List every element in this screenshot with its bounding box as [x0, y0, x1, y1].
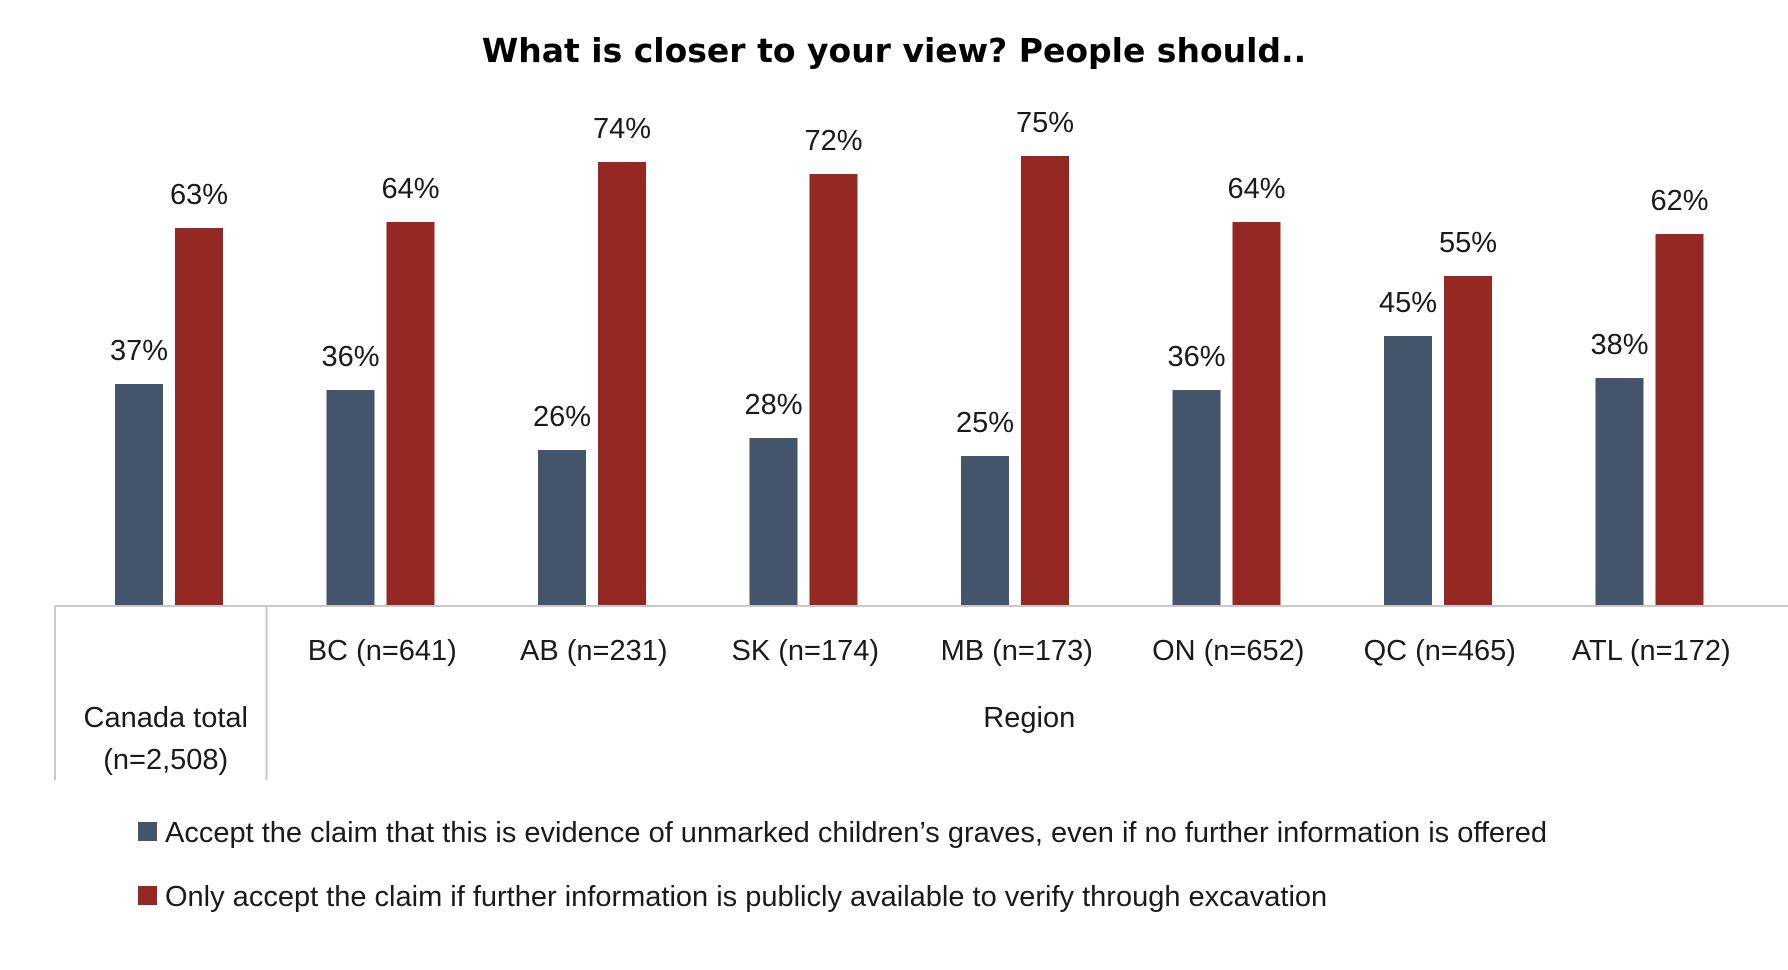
bar-verify-3: [809, 174, 858, 606]
bar-accept-3: [749, 438, 798, 606]
data-label-verify-7: 62%: [1650, 185, 1708, 217]
legend-label-verify: Only accept the claim if further informa…: [165, 881, 1327, 913]
category-label-3: SK (n=174): [731, 635, 879, 667]
data-labels-layer: 37% 63% 36% 64% 26% 74% 28% 72% 25% 75% 36% 64% 45%5…: [110, 107, 1709, 439]
bar-accept-5: [1172, 390, 1221, 606]
legend-swatch-accept: [138, 822, 157, 841]
legend: Accept the claim that this is evidence o…: [138, 817, 1547, 913]
bar-accept-0: [115, 384, 163, 606]
bar-verify-7: [1655, 234, 1704, 606]
data-label-accept-6: 45%: [1379, 287, 1437, 319]
category-label-2: AB (n=231): [520, 635, 668, 667]
bar-accept-2: [538, 450, 586, 606]
bar-verify-1: [386, 222, 435, 606]
bar-verify-6: [1444, 276, 1492, 606]
legend-swatch-verify: [138, 886, 157, 905]
bar-accept-4: [961, 456, 1009, 606]
bar-verify-2: [598, 162, 646, 606]
category-label-7: ATL (n=172): [1572, 635, 1731, 667]
data-label-verify-4: 75%: [1016, 107, 1074, 139]
bar-verify-5: [1232, 222, 1281, 606]
data-label-accept-4: 25%: [956, 407, 1014, 439]
data-label-accept-2: 26%: [533, 401, 591, 433]
category-label-4: MB (n=173): [941, 635, 1093, 667]
group-label-region: Region: [983, 702, 1075, 734]
category-label-6: QC (n=465): [1364, 635, 1516, 667]
bar-accept-1: [326, 390, 375, 606]
data-label-verify-5: 64%: [1227, 173, 1285, 205]
bar-verify-4: [1021, 156, 1069, 606]
data-label-accept-3: 28%: [744, 389, 802, 421]
bar-accept-6: [1384, 336, 1432, 606]
category-label-5: ON (n=652): [1152, 635, 1304, 667]
data-label-verify-2: 74%: [593, 113, 651, 145]
data-label-verify-1: 64%: [381, 173, 439, 205]
data-label-verify-3: 72%: [804, 125, 862, 157]
bars-layer: [115, 156, 1704, 606]
group-label-canada-line2: (n=2,508): [103, 744, 228, 776]
data-label-accept-0: 37%: [110, 335, 168, 367]
data-label-accept-7: 38%: [1590, 329, 1648, 361]
category-axis: BC (n=641) AB (n=231) SK (n=174) MB (n=173)…: [54, 605, 1788, 780]
data-label-verify-0: 63%: [170, 179, 228, 211]
chart-title: What is closer to your view? People shou…: [482, 31, 1306, 70]
category-label-1: BC (n=641): [308, 635, 457, 667]
bar-accept-7: [1595, 378, 1644, 606]
data-label-verify-6: 55%: [1439, 227, 1497, 259]
bar-verify-0: [175, 228, 223, 606]
data-label-accept-1: 36%: [321, 341, 379, 373]
data-label-accept-5: 36%: [1167, 341, 1225, 373]
legend-label-accept: Accept the claim that this is evidence o…: [165, 817, 1547, 849]
group-label-canada-line1: Canada total: [84, 702, 248, 734]
